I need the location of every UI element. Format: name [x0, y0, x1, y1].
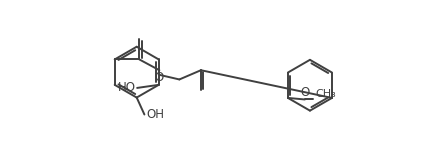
- Text: HO: HO: [117, 81, 136, 94]
- Text: O: O: [300, 86, 310, 99]
- Text: CH₃: CH₃: [316, 89, 336, 99]
- Text: O: O: [155, 71, 164, 84]
- Text: OH: OH: [146, 108, 164, 121]
